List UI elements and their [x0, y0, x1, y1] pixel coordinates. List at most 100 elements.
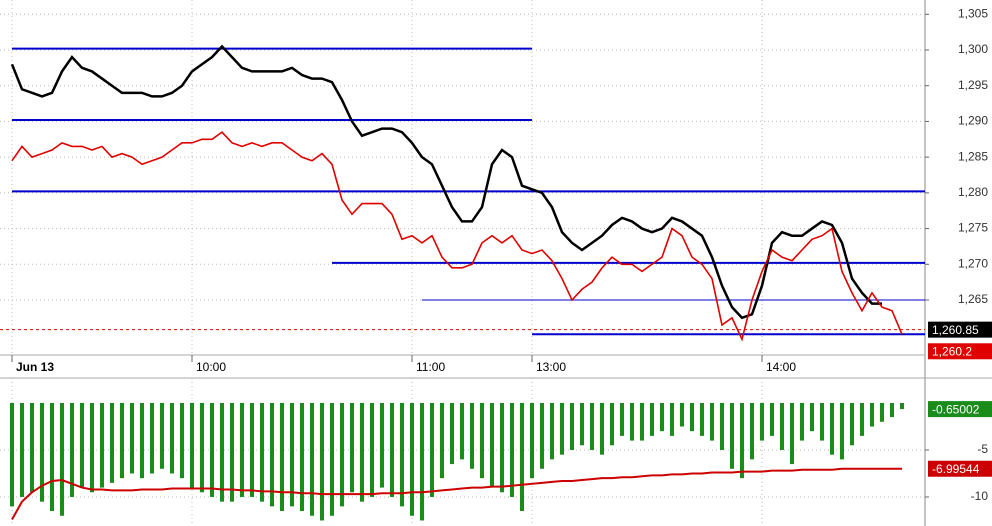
- histogram-bar: [130, 402, 134, 474]
- y-tick-label: 1,295: [958, 78, 988, 92]
- histogram-bar: [230, 402, 234, 502]
- price-tag-label: 1,260.2: [932, 344, 972, 358]
- histogram-bar: [650, 402, 654, 436]
- y-tick-label: 1,305: [958, 6, 988, 20]
- histogram-bar: [420, 402, 424, 521]
- histogram-bar: [340, 402, 344, 507]
- histogram-bar: [430, 402, 434, 497]
- histogram-bar: [320, 402, 324, 521]
- histogram-bar: [890, 402, 894, 418]
- histogram-bar: [70, 402, 74, 497]
- histogram-bar: [270, 402, 274, 507]
- histogram-bar: [720, 402, 724, 450]
- histogram-bar: [530, 402, 534, 479]
- histogram-bar: [840, 402, 844, 460]
- histogram-bar: [220, 402, 224, 502]
- histogram-bar: [210, 402, 214, 497]
- series-line: [11, 131, 903, 342]
- x-tick-label: 13:00: [536, 360, 566, 374]
- y-tick-label: 1,290: [958, 114, 988, 128]
- price-tag-label: 1,260.85: [932, 323, 979, 337]
- histogram-bar: [140, 402, 144, 479]
- histogram-bar: [300, 402, 304, 512]
- histogram-bar: [20, 402, 24, 497]
- y-tick-label: -5: [977, 442, 988, 456]
- histogram-bar: [290, 402, 294, 507]
- histogram-bar: [80, 402, 84, 488]
- y-tick-label: 1,280: [958, 185, 988, 199]
- histogram-bar: [740, 402, 744, 479]
- histogram-bar: [670, 402, 674, 436]
- histogram-bar: [90, 402, 94, 493]
- histogram-bar: [580, 402, 584, 446]
- x-tick-label: 10:00: [196, 360, 226, 374]
- histogram-bar: [700, 402, 704, 436]
- histogram-bar: [570, 402, 574, 450]
- histogram-bar: [860, 402, 864, 436]
- histogram-bar: [460, 402, 464, 460]
- histogram-bar: [10, 402, 14, 507]
- x-tick-label: 11:00: [416, 360, 445, 374]
- y-tick-label: 1,270: [958, 256, 988, 270]
- price-tag-label: -6.99544: [932, 462, 980, 476]
- histogram-bar: [770, 402, 774, 436]
- histogram-bar: [600, 402, 604, 455]
- histogram-bar: [280, 402, 284, 512]
- histogram-bar: [40, 402, 44, 502]
- histogram-bar: [590, 402, 594, 450]
- histogram-bar: [440, 402, 444, 479]
- histogram-bar: [180, 402, 184, 479]
- series-line: [10, 44, 882, 320]
- histogram-bar: [60, 402, 64, 516]
- histogram-bar: [900, 402, 904, 410]
- histogram-bar: [200, 402, 204, 493]
- price-tag-label: -0.65002: [932, 402, 980, 416]
- histogram-bar: [690, 402, 694, 432]
- histogram-bar: [50, 402, 54, 512]
- histogram-bar: [410, 402, 414, 516]
- histogram-bar: [520, 402, 524, 512]
- x-tick-label: 14:00: [766, 360, 796, 374]
- histogram-bar: [30, 402, 34, 493]
- histogram-bar: [660, 402, 664, 432]
- histogram-bar: [540, 402, 544, 469]
- price-tag: [928, 460, 992, 477]
- histogram-bar: [510, 402, 514, 497]
- histogram-bar: [470, 402, 474, 469]
- histogram-bar: [120, 402, 124, 479]
- histogram-bar: [100, 402, 104, 488]
- histogram-bar: [810, 402, 814, 432]
- y-tick-label: 1,275: [958, 221, 988, 235]
- histogram-bar: [630, 402, 634, 441]
- histogram-bar: [450, 402, 454, 465]
- histogram-bar: [490, 402, 494, 488]
- y-tick-label: 1,265: [958, 292, 988, 306]
- histogram-bar: [800, 402, 804, 441]
- histogram-bar: [550, 402, 554, 460]
- y-tick-label: 1,285: [958, 149, 988, 163]
- histogram-bar: [710, 402, 714, 441]
- y-tick-label: 1,300: [958, 42, 988, 56]
- histogram-bar: [790, 402, 794, 465]
- histogram-bar: [170, 402, 174, 474]
- x-tick-label: Jun 13: [16, 360, 54, 374]
- histogram-bar: [820, 402, 824, 441]
- histogram-bar: [360, 402, 364, 502]
- histogram-bar: [250, 402, 254, 497]
- histogram-bar: [680, 402, 684, 427]
- price-tag: [928, 321, 992, 338]
- histogram-bar: [350, 402, 354, 493]
- histogram-bar: [640, 402, 644, 441]
- histogram-bar: [330, 402, 334, 516]
- histogram-bar: [560, 402, 564, 455]
- histogram-bar: [310, 402, 314, 516]
- price-tag: [928, 343, 992, 360]
- histogram-bar: [390, 402, 394, 497]
- histogram-bar: [160, 402, 164, 469]
- histogram-bar: [610, 402, 614, 446]
- histogram-bar: [500, 402, 504, 493]
- histogram-bar: [400, 402, 404, 507]
- y-tick-label: -10: [971, 489, 989, 503]
- price-tag: [928, 401, 992, 418]
